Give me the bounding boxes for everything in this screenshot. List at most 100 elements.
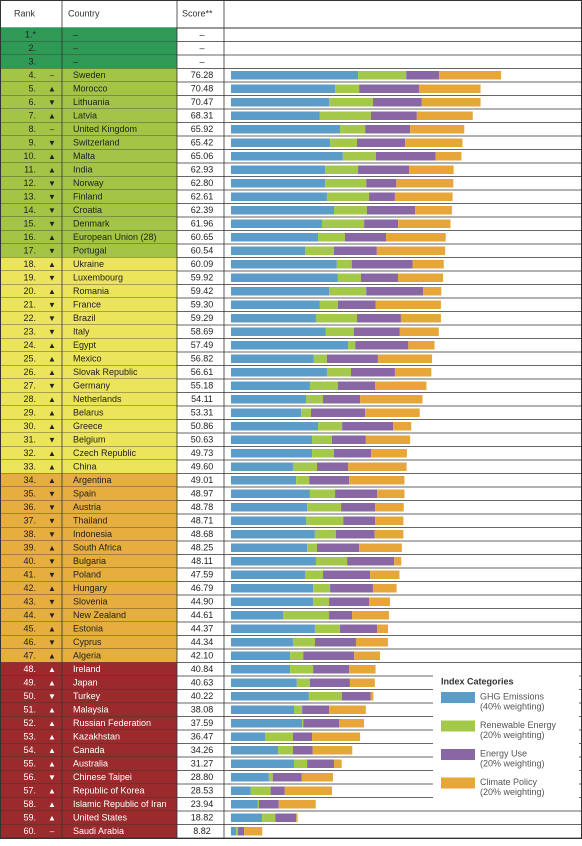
bar-segment [292,638,315,647]
bar-segment [268,773,273,782]
bar-segment [231,111,320,120]
bar-segment [231,287,330,296]
score: 8.82 [193,826,211,836]
bar-segment [360,273,399,282]
bar-segment [306,516,344,525]
bar-segment [370,111,417,120]
country: Chinese Taipei [73,772,132,782]
rank: 49. [23,678,36,688]
trend: ▲ [48,354,56,363]
bar-segment [262,813,276,822]
bar-segment [377,354,433,363]
trend: ▲ [48,395,56,404]
score: 18.82 [191,813,214,823]
row-band [1,541,177,555]
legend-swatch [441,777,475,789]
country: Belarus [73,408,104,418]
rank: 56. [23,772,36,782]
row-band [1,217,177,231]
row-band [1,460,177,474]
trend: ▼ [48,773,56,782]
country: Greece [73,421,103,431]
score: 59.30 [191,300,214,310]
bar-segment [313,354,327,363]
bar-segment [323,570,371,579]
legend-title: Index Categories [441,676,514,686]
trend: ▼ [48,273,56,282]
score: 58.69 [191,327,214,337]
bar-segment [317,543,360,552]
row-band [1,82,177,96]
country: Luxembourg [73,273,123,283]
bar-segment [366,179,397,188]
score: 60.09 [191,259,214,269]
bar-segment [231,233,319,242]
row-band [1,298,177,312]
rank: 2. [28,43,36,53]
bar-segment [329,287,367,296]
rank: 57. [23,786,36,796]
score: 57.49 [191,340,214,350]
row-band [1,68,177,82]
bar-segment [410,125,465,134]
bar-segment [334,206,367,215]
bar-segment [294,759,308,768]
bar-segment [349,678,375,687]
rank: 21. [23,300,36,310]
country: Finland [73,192,103,202]
score: 31.27 [191,759,214,769]
country: South Africa [73,543,122,553]
bar-segment [342,152,376,161]
bar-segment [351,260,413,269]
bar-segment [309,476,350,485]
row-band [1,527,177,541]
bar-segment [311,408,366,417]
country: Slovenia [73,597,108,607]
bar-segment [337,273,361,282]
row-band [1,257,177,271]
score: – [199,57,204,67]
country: Malaysia [73,705,109,715]
trend: ▼ [48,530,56,539]
country: Croatia [73,205,102,215]
score: 28.53 [191,786,214,796]
bar-segment [231,800,258,809]
bar-segment [302,719,304,728]
bar-segment [313,665,350,674]
bar-segment [341,692,371,701]
rank: 30. [23,421,36,431]
bar-segment [231,273,338,282]
country: Thailand [73,516,108,526]
row-band [1,95,177,109]
row-band [1,595,177,609]
trend: ▼ [48,435,56,444]
bar-segment [366,206,416,215]
row-band [1,433,177,447]
bar-segment [258,800,279,809]
bar-segment [396,179,454,188]
trend: ▲ [48,341,56,350]
score: 50.63 [191,435,214,445]
row-band [1,770,177,784]
trend: ▼ [48,570,56,579]
trend: ▼ [48,138,56,147]
bar-segment [284,786,332,795]
rank: 44. [23,610,36,620]
row-band [1,581,177,595]
bar-segment [231,503,308,512]
bar-segment [315,557,348,566]
row-band [1,716,177,730]
bar-segment [290,665,314,674]
rank: 43. [23,597,36,607]
country: China [73,462,97,472]
bar-segment [238,827,245,836]
trend: ▼ [48,503,56,512]
bar-segment [231,516,307,525]
bar-segment [415,206,452,215]
country: Malta [73,151,95,161]
bar-segment [308,692,342,701]
row-band [1,163,177,177]
bar-segment [355,341,409,350]
trend: ▲ [48,449,56,458]
row-band [1,244,177,258]
